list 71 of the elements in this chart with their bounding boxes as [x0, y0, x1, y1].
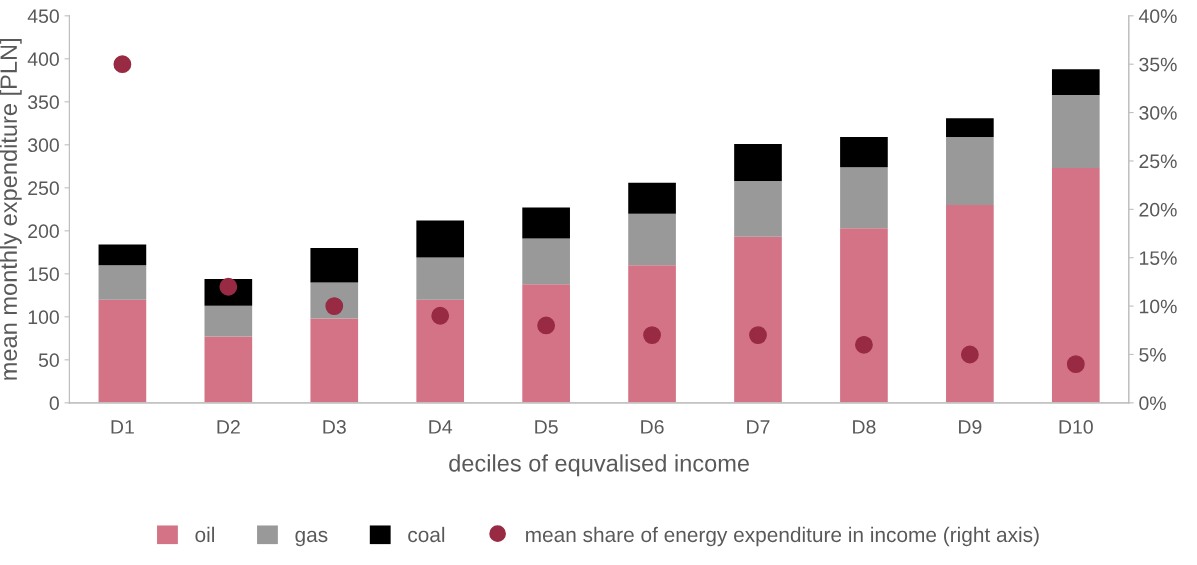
bar: [416, 299, 465, 403]
y-tick-label: 50: [38, 353, 59, 368]
y2-tick-label: 15%: [1139, 251, 1177, 265]
x-tick-label: D1: [111, 420, 134, 434]
x-tick-label: D10: [1059, 420, 1093, 434]
bar: [840, 137, 888, 168]
bar: [1051, 69, 1100, 95]
bar: [98, 299, 147, 403]
legend-label: oil: [195, 526, 214, 543]
y2-tick-label: 10%: [1139, 299, 1177, 314]
bar: [628, 265, 676, 403]
x-tick-label: D6: [641, 420, 664, 434]
bar: [204, 336, 253, 403]
x-tick-label: D5: [535, 420, 558, 434]
x-tick-label: D3: [323, 420, 346, 434]
x-tick-label: D9: [959, 420, 982, 434]
point: [960, 345, 979, 364]
bar: [734, 180, 782, 237]
x-tick-label: D7: [747, 420, 770, 434]
y-tick-label: 400: [27, 52, 59, 67]
bar: [734, 143, 782, 181]
point: [113, 55, 132, 74]
y2-tick-label: 30%: [1139, 106, 1177, 120]
x-tick-label: D2: [217, 420, 240, 434]
y-tick-label: 350: [28, 95, 59, 110]
bar: [734, 236, 782, 403]
y-tick-label: 250: [28, 181, 59, 196]
bar: [1051, 94, 1100, 169]
bar: [416, 257, 465, 300]
y-tick-label: 100: [28, 310, 59, 325]
point: [1066, 355, 1085, 374]
y2-tick-label: 5%: [1139, 348, 1166, 362]
y-tick-label: 450: [27, 9, 59, 24]
bar: [628, 213, 676, 266]
bar: [840, 167, 888, 229]
bar: [522, 238, 570, 285]
y-tick-label: 300: [28, 138, 59, 153]
legend-label: gas: [295, 530, 328, 547]
y2-tick-label: 0%: [1139, 396, 1166, 411]
y-tick-label: 150: [28, 267, 59, 282]
bar: [416, 220, 465, 258]
y-tick-label: 200: [28, 224, 59, 239]
bar: [946, 137, 994, 206]
point: [537, 316, 556, 335]
point: [855, 335, 873, 354]
y2-tick-label: 20%: [1139, 202, 1177, 217]
x-axis-title: deciles of equvalised income: [449, 454, 749, 477]
y2-tick-label: 25%: [1139, 154, 1177, 169]
bar: [840, 228, 888, 403]
legend-label: mean share of energy expenditure in income (right axis): [526, 526, 1039, 547]
y2-tick-label: 40%: [1138, 9, 1177, 24]
y-tick-label: 0: [49, 396, 59, 411]
bar: [310, 318, 359, 403]
bar: [204, 305, 253, 337]
bar: [946, 205, 994, 403]
point: [643, 326, 661, 345]
bar: [310, 248, 359, 283]
legend-label: coal: [408, 526, 445, 543]
bar: [946, 118, 994, 138]
bar: [98, 244, 147, 266]
bar: [98, 265, 147, 300]
y2-tick-label: 35%: [1139, 57, 1177, 72]
x-tick-label: D8: [853, 420, 876, 434]
point: [431, 306, 450, 325]
x-tick-label: D4: [429, 420, 453, 434]
bar: [522, 207, 570, 239]
bar: [628, 182, 676, 214]
bar: [1051, 168, 1100, 403]
bar: [522, 284, 570, 403]
point: [749, 326, 767, 345]
y-axis-title: mean monthly expenditure [PLN]: [0, 39, 22, 380]
